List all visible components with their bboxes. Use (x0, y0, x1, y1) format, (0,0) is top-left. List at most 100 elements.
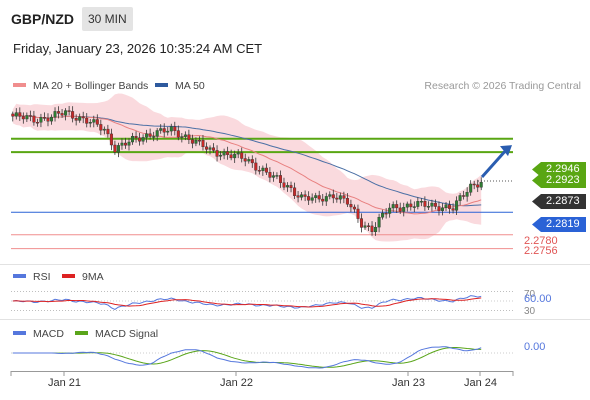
candle-body (197, 139, 201, 142)
legend-macd-signal: MACD Signal (75, 328, 158, 340)
candle (398, 202, 402, 214)
candle-body (194, 139, 198, 144)
candle-body (479, 181, 483, 188)
candle-body (257, 170, 261, 172)
candle-body (409, 203, 413, 208)
ma20-line (12, 113, 482, 215)
candle-body (279, 175, 283, 183)
candle (50, 114, 54, 125)
candle (215, 145, 219, 162)
candle-body (264, 167, 268, 173)
legend-ma50-label: MA 50 (175, 80, 205, 92)
candle (116, 142, 120, 158)
candle-body (254, 162, 258, 171)
ma50-swatch (155, 83, 168, 88)
candle-body (57, 111, 61, 114)
candle (18, 107, 22, 121)
x-tick-jan23: Jan 23 (392, 377, 426, 389)
candle (173, 121, 177, 136)
candle-body (21, 116, 25, 120)
candle-body (39, 117, 43, 123)
candle (338, 192, 342, 204)
candle-body (219, 154, 223, 157)
candle (35, 118, 39, 127)
macd-last-value: 0.00 (524, 341, 546, 353)
candle-body (451, 208, 455, 211)
candle (229, 149, 233, 161)
macd-line (12, 346, 482, 369)
candle (148, 128, 152, 140)
candle-body (134, 135, 138, 138)
candle-body (18, 112, 22, 117)
candle (180, 133, 184, 143)
candle-body (204, 146, 208, 150)
x-tick-jan22: Jan 22 (220, 377, 254, 389)
candle-body (166, 130, 170, 133)
legend-rsi: RSI (13, 271, 51, 283)
bollinger-bands (12, 93, 482, 242)
candle-body (370, 225, 374, 232)
candle (423, 196, 427, 211)
candle-body (335, 197, 339, 200)
candle (345, 193, 349, 208)
candle-body (152, 136, 156, 138)
candle-body (46, 117, 50, 122)
candle-body (222, 151, 226, 156)
candle (465, 187, 469, 202)
candle-body (282, 182, 286, 188)
candle-body (324, 196, 328, 202)
candle-body (25, 115, 29, 120)
candle (233, 150, 237, 163)
candle (352, 204, 356, 213)
candle-body (109, 133, 113, 146)
candle (190, 134, 194, 149)
candle (134, 131, 138, 143)
candle (152, 131, 156, 142)
candle-body (349, 204, 353, 208)
candle (367, 222, 371, 231)
candle (412, 201, 416, 213)
candle (293, 182, 297, 199)
candle (479, 177, 483, 191)
candle (169, 123, 173, 136)
candle-body (74, 117, 78, 121)
legend-ma20-label: MA 20 + Bollinger Bands (33, 80, 149, 92)
candle-body (60, 113, 64, 116)
candle-body (92, 119, 96, 123)
candle (88, 118, 92, 128)
candle (317, 190, 321, 203)
candle (405, 201, 409, 212)
rsi-ma-swatch (62, 274, 75, 279)
candle-body (138, 137, 142, 142)
bollinger-band-area (12, 93, 482, 242)
macd-signal-swatch (75, 331, 88, 336)
candle (381, 209, 385, 220)
candle (303, 190, 307, 202)
candle (356, 204, 360, 223)
candle (349, 199, 353, 213)
candle (208, 145, 212, 155)
candle (32, 110, 36, 126)
candle (64, 108, 68, 121)
candle-body (67, 110, 71, 112)
rsi-tick-30: 30 (524, 306, 536, 317)
candle-body (141, 137, 145, 142)
candle (127, 138, 131, 151)
candle (53, 107, 57, 122)
candle-body (412, 206, 416, 208)
legend-rsi-ma-label: 9MA (82, 271, 104, 283)
candle (384, 208, 388, 219)
price-label-pivot: 2.2819 (532, 217, 586, 232)
timeframe-button[interactable]: 30 MIN (82, 7, 133, 31)
candle (282, 177, 286, 191)
candle (46, 113, 50, 127)
candle (451, 203, 455, 214)
candle-body (14, 112, 18, 117)
candle (183, 131, 187, 141)
forecast-arrow-head (500, 145, 512, 157)
candle-body (247, 159, 251, 162)
candle-body (437, 206, 441, 212)
candle (426, 201, 430, 210)
legend-rsi-label: RSI (33, 271, 51, 283)
candle-body (95, 119, 99, 125)
